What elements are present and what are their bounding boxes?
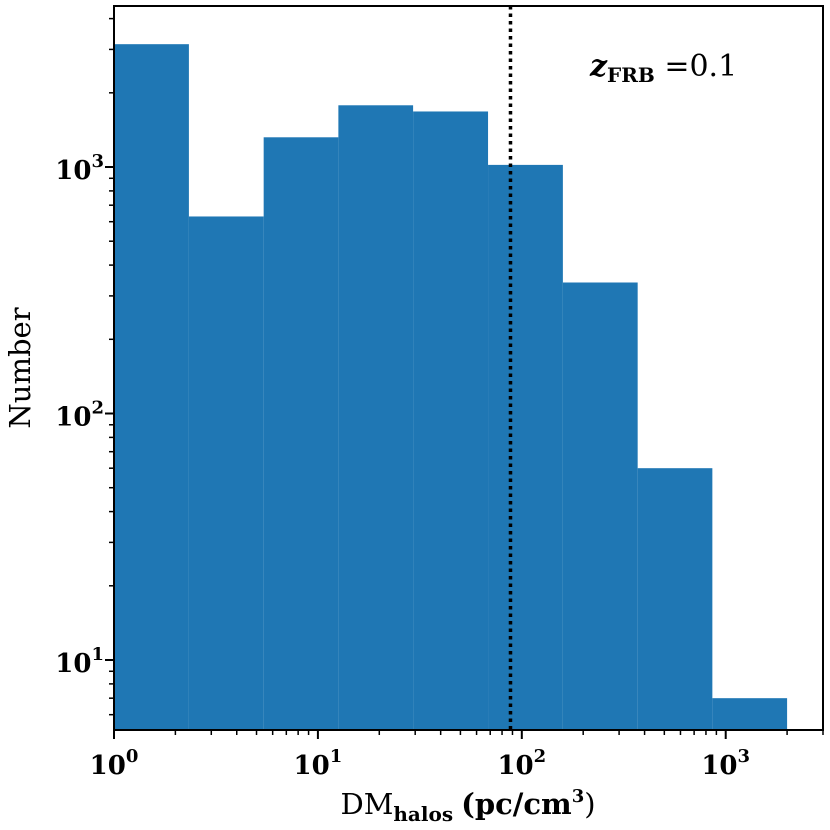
histogram-bar-1 — [114, 44, 189, 730]
plot-frame — [113, 5, 824, 731]
x-tick-label: 100 — [90, 746, 139, 781]
y-axis-label: Number — [3, 307, 37, 428]
major-ticks-layer — [105, 166, 727, 739]
x-tick-label: 102 — [497, 746, 546, 781]
tick-labels-layer: 100 101 102 103 101 102 103 — [55, 151, 750, 781]
y-tick-label: 103 — [55, 151, 104, 186]
x-tick-label: 101 — [294, 746, 343, 781]
histogram-bar-4 — [338, 105, 414, 730]
bars-layer — [114, 44, 788, 731]
y-tick-label: 101 — [55, 644, 104, 679]
histogram-bar-5 — [413, 111, 489, 731]
histogram-bar-6 — [488, 164, 563, 731]
x-axis-label: DMhalos (pc/cm3) — [340, 786, 595, 826]
x-tick-label: 103 — [701, 746, 750, 781]
histogram-bar-8 — [637, 468, 713, 730]
y-tick-label: 102 — [55, 398, 104, 433]
histogram-bar-9 — [712, 698, 788, 730]
histogram-bar-3 — [263, 137, 339, 731]
histogram-bar-7 — [562, 282, 638, 730]
redshift-annotation: zFRB =0.1 — [589, 49, 737, 87]
histogram-bar-2 — [188, 216, 264, 730]
